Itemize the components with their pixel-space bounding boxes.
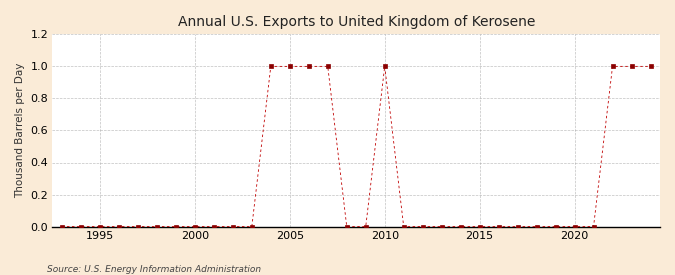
Y-axis label: Thousand Barrels per Day: Thousand Barrels per Day: [15, 63, 25, 198]
Text: Source: U.S. Energy Information Administration: Source: U.S. Energy Information Administ…: [47, 265, 261, 274]
Title: Annual U.S. Exports to United Kingdom of Kerosene: Annual U.S. Exports to United Kingdom of…: [178, 15, 535, 29]
